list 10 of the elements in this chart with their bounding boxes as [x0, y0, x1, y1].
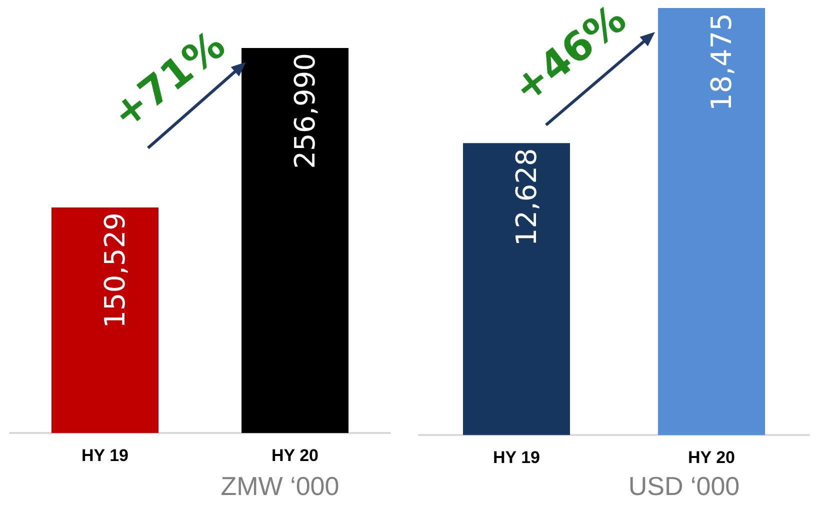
data-label: 18,475	[705, 13, 738, 111]
x-axis-title: ZMW ‘000	[220, 471, 340, 502]
data-label: 12,628	[510, 148, 543, 246]
x-tick-label: HY 19	[82, 446, 128, 465]
data-label: 150,529	[98, 212, 132, 328]
data-label: 256,990	[288, 53, 322, 169]
x-tick-label: HY 20	[688, 448, 735, 467]
x-tick-label: HY 19	[493, 448, 540, 467]
x-tick-label: HY 20	[272, 446, 318, 465]
x-axis-title: USD ‘000	[627, 471, 741, 502]
